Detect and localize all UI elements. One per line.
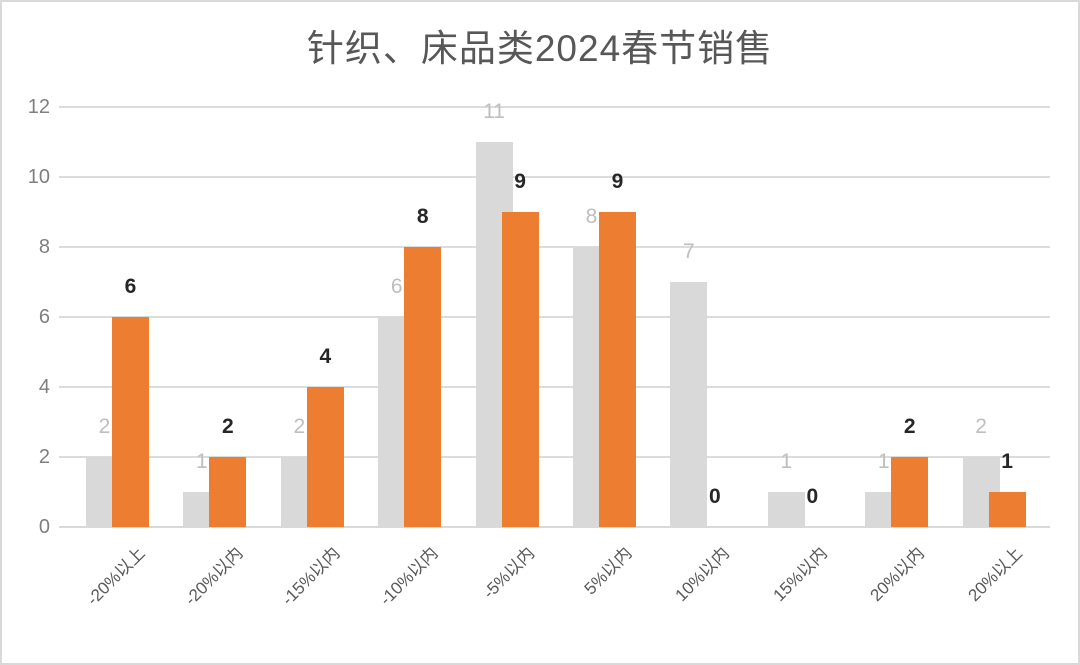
- y-axis-tick-label: 2: [38, 446, 50, 468]
- data-label-series-2: 4: [319, 345, 332, 368]
- x-axis-category-label: -5%以内: [479, 543, 539, 603]
- data-label-series-2: 0: [709, 485, 721, 508]
- gridline: [59, 386, 1050, 388]
- x-axis-category-label: 15%以内: [769, 543, 831, 606]
- gridline: [59, 106, 1050, 108]
- x-axis-line: [59, 526, 1050, 528]
- y-axis-tick-label: 0: [38, 516, 50, 538]
- x-axis-category-label: 10%以内: [671, 543, 734, 606]
- x-axis-category-label: -20%以上: [83, 543, 149, 610]
- data-label-series-1: 1: [196, 450, 208, 473]
- y-axis-tick-label: 8: [38, 236, 50, 258]
- data-label-series-1: 2: [98, 415, 111, 438]
- gridline: [59, 246, 1050, 248]
- data-label-series-1: 1: [780, 450, 793, 473]
- chart-title: 针织、床品类2024春节销售: [306, 28, 774, 69]
- bar-series-2: [501, 212, 539, 527]
- x-axis-category-label: 20%以上: [964, 543, 1026, 606]
- data-label-series-1: 7: [683, 240, 695, 263]
- x-axis-category-label: 20%以内: [866, 543, 929, 606]
- gridline: [59, 176, 1050, 178]
- gridline: [59, 316, 1050, 318]
- data-label-series-2: 1: [1001, 450, 1013, 473]
- data-label-series-2: 9: [514, 170, 526, 193]
- data-label-series-2: 9: [611, 170, 624, 193]
- y-axis-tick-label: 6: [38, 306, 50, 328]
- bar-series-2: [209, 457, 247, 527]
- data-label-series-1: 2: [975, 415, 987, 438]
- gridline: [59, 456, 1050, 458]
- data-label-series-2: 6: [124, 275, 137, 298]
- x-axis-category-label: 5%以内: [581, 543, 636, 599]
- data-label-series-1: 8: [585, 205, 598, 228]
- x-axis-category-label: -20%以内: [180, 543, 247, 610]
- bar-series-2: [112, 317, 149, 527]
- y-axis-tick-label: 10: [27, 166, 50, 188]
- data-label-series-2: 0: [806, 485, 819, 508]
- data-label-series-2: 8: [416, 205, 429, 228]
- bar-series-2: [599, 212, 636, 527]
- bar-series-2: [988, 492, 1026, 527]
- data-label-series-2: 2: [222, 415, 234, 438]
- bar-series-1: [767, 492, 805, 527]
- y-axis-tick-label: 4: [38, 376, 50, 398]
- x-axis-category-label: -15%以内: [278, 543, 344, 610]
- bar-series-1: [670, 282, 708, 527]
- data-label-series-1: 1: [877, 450, 890, 473]
- data-label-series-1: 6: [390, 275, 403, 298]
- x-axis-category-label: -10%以内: [375, 543, 442, 610]
- bar-series-2: [306, 387, 344, 527]
- data-label-series-1: 11: [483, 100, 505, 123]
- data-label-series-2: 2: [903, 415, 916, 438]
- data-label-series-1: 2: [293, 415, 306, 438]
- y-axis-tick-label: 12: [27, 96, 50, 118]
- bar-series-2: [404, 247, 442, 527]
- bar-series-2: [891, 457, 929, 527]
